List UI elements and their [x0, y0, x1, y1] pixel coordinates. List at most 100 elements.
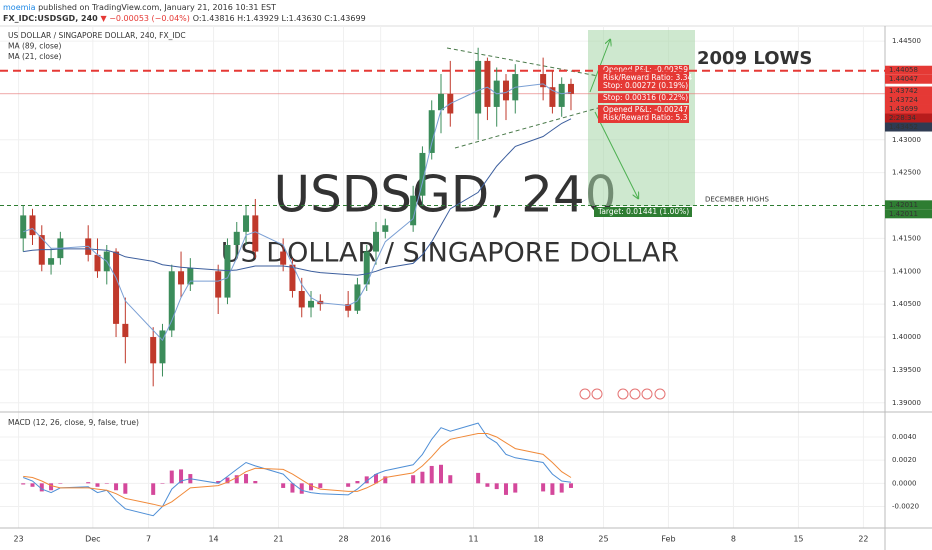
- candle-body: [29, 215, 36, 236]
- annotation-box: [598, 93, 689, 103]
- x-tick-label: 21: [273, 535, 283, 544]
- event-icon: [629, 388, 641, 400]
- macd-histogram-bar: [244, 474, 249, 484]
- macd-histogram-bar: [541, 483, 546, 492]
- event-icon: [641, 388, 653, 400]
- macd-histogram-bar: [568, 483, 573, 488]
- candle-body: [438, 93, 444, 111]
- candle-body: [484, 60, 491, 107]
- macd-histogram-bar: [281, 483, 286, 488]
- y-tick-label: 1.44500: [892, 37, 921, 45]
- candle-body: [187, 267, 194, 285]
- price-tag-label: 1.43742: [889, 87, 918, 95]
- author: moemia: [3, 3, 36, 12]
- candle-body: [224, 244, 231, 298]
- candle-body: [215, 271, 222, 298]
- y-tick-label: 1.41000: [892, 267, 921, 275]
- price-tag-label: 1.43452: [889, 123, 918, 131]
- price-tag-label: 1.42011: [889, 201, 918, 209]
- price-tag-label: 1.44058: [889, 66, 918, 74]
- x-tick-label: 18: [533, 535, 543, 544]
- macd-histogram-bar: [346, 483, 351, 487]
- watermark: US DOLLAR / SINGAPORE DOLLAR: [221, 238, 679, 269]
- price-tag: [885, 200, 932, 210]
- candle-body: [558, 83, 565, 107]
- macd-histogram-bar: [429, 465, 434, 484]
- candle-body: [382, 225, 389, 232]
- macd-histogram-bar: [160, 483, 165, 484]
- x-tick-label: 25: [598, 535, 608, 544]
- annotation: Target: 0.01441 (1.00%): [597, 207, 689, 216]
- y-tick-label: 1.43000: [892, 136, 921, 144]
- annotation: Risk/Reward Ratio: 5.3: [603, 113, 688, 122]
- candle-body: [428, 110, 435, 153]
- ohlc: O:1.43816 H:1.43929 L:1.43630 C:1.43699: [193, 14, 366, 23]
- macd-histogram-bar: [151, 483, 156, 495]
- macd-histogram-bar: [179, 469, 184, 484]
- macd-histogram-bar: [559, 483, 564, 493]
- candle-body: [94, 254, 101, 272]
- candle-body: [243, 215, 250, 232]
- candle-body: [540, 74, 547, 88]
- legend-entry: US DOLLAR / SINGAPORE DOLLAR, 240, FX_ID…: [8, 31, 186, 40]
- x-tick-label: 23: [13, 535, 23, 544]
- macd-histogram-bar: [355, 481, 360, 484]
- macd-histogram-bar: [49, 483, 54, 491]
- y-tick-label: 1.39000: [892, 399, 921, 407]
- y-tick-label: -0.0020: [892, 502, 919, 510]
- macd-histogram-bar: [290, 483, 295, 493]
- price-tag-label: 1.43699: [889, 105, 918, 113]
- x-tick-label: 7: [146, 535, 151, 544]
- price-tag-label: 1.44047: [889, 75, 918, 83]
- macd-histogram-bar: [503, 483, 508, 495]
- macd-histogram-bar: [448, 475, 453, 484]
- candle-body: [289, 264, 296, 292]
- annotation: Opened P&L: -0.00247: [603, 105, 688, 114]
- candle-body: [113, 251, 120, 324]
- symbol-line: FX_IDC:USDSGD, 240 ▼ −0.00053 (−0.04%) O…: [3, 14, 366, 23]
- x-tick-label: 11: [468, 535, 478, 544]
- macd-histogram-bar: [411, 475, 416, 484]
- macd-histogram-bar: [513, 483, 518, 493]
- macd-histogram-bar: [439, 464, 443, 484]
- macd-histogram-bar: [114, 483, 119, 491]
- macd-histogram-bar: [364, 476, 369, 484]
- candle-body: [354, 284, 361, 311]
- macd-histogram-bar: [104, 483, 109, 484]
- level-label: 2009 LOWS: [697, 48, 812, 69]
- candle-body: [410, 195, 417, 226]
- y-tick-label: 1.41500: [892, 234, 921, 242]
- arrow: [594, 111, 638, 198]
- macd-histogram-bar: [95, 483, 100, 487]
- x-tick-label: 8: [731, 535, 736, 544]
- y-tick-label: 1.40500: [892, 300, 921, 308]
- macd-histogram-bar: [21, 483, 26, 485]
- candle-body: [122, 323, 129, 338]
- macd-histogram-bar: [86, 482, 91, 484]
- change: ▼ −0.00053 (−0.04%): [101, 14, 190, 23]
- annotation-box: [598, 65, 689, 91]
- macd-line: [23, 422, 572, 517]
- macd-histogram-bar: [58, 483, 63, 484]
- candle-body: [168, 271, 175, 331]
- macd-line: [23, 433, 572, 508]
- price-tag-label: 1.42011: [889, 210, 918, 218]
- macd-histogram-bar: [374, 474, 379, 484]
- ma-line: [23, 83, 572, 342]
- candle-body: [178, 271, 185, 285]
- x-tick-label: 2016: [370, 535, 390, 544]
- price-tag: [885, 122, 932, 132]
- legend-entry: MA (89, close): [8, 42, 62, 51]
- macd-histogram-bar: [318, 483, 323, 488]
- x-tick-label: 28: [338, 535, 348, 544]
- macd-histogram-bar: [39, 483, 44, 492]
- candle-body: [298, 291, 305, 308]
- event-icon: [654, 388, 666, 400]
- candle-body: [419, 152, 426, 196]
- candle-body: [280, 251, 287, 265]
- candle-body: [252, 215, 259, 252]
- event-icons: [579, 388, 666, 400]
- candle-body: [567, 83, 574, 94]
- annotation: Risk/Reward Ratio: 3.34: [603, 73, 692, 82]
